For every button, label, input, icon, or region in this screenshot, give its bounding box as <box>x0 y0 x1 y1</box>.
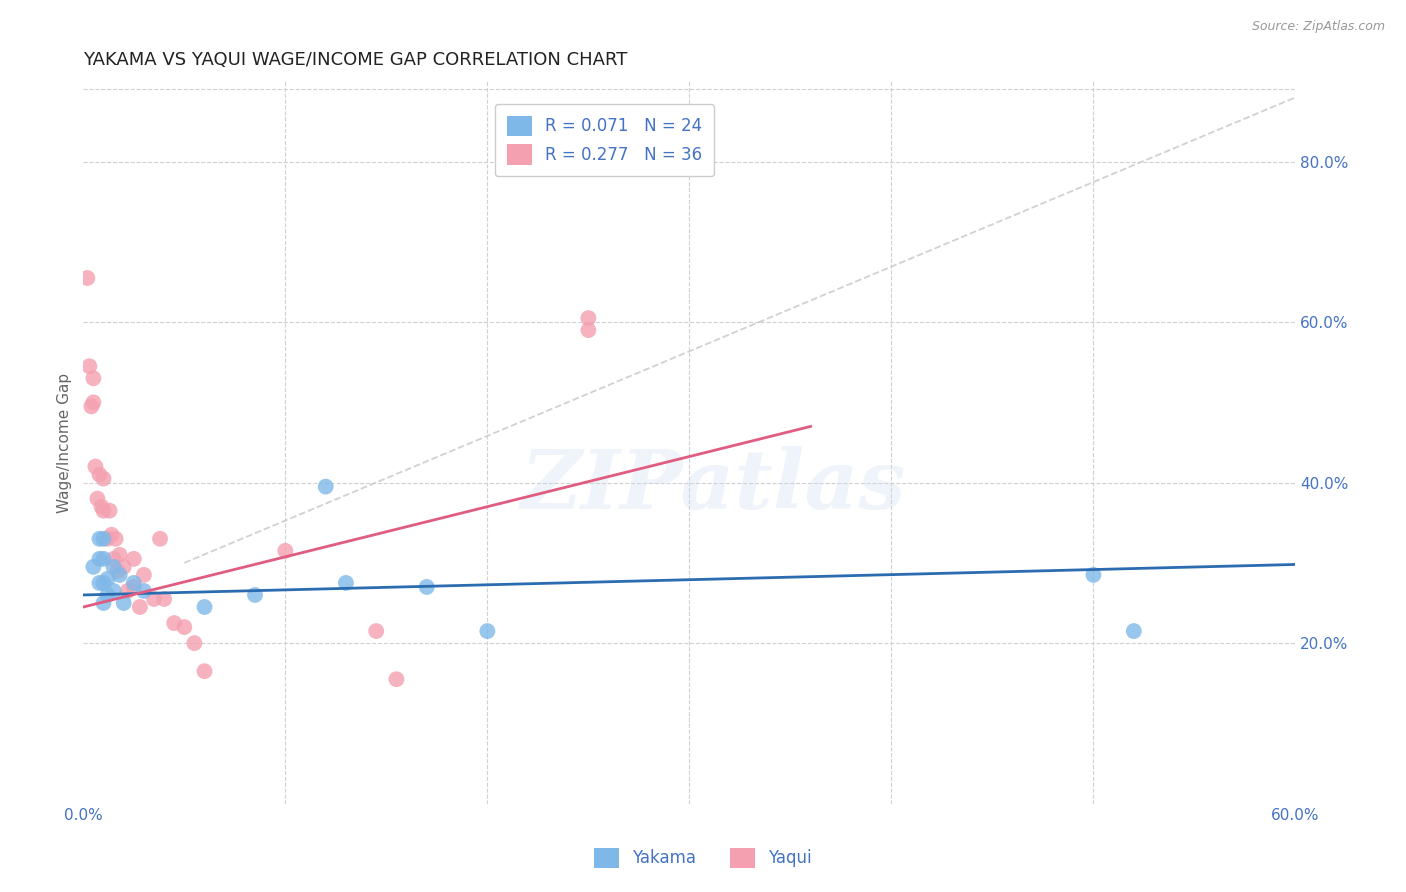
Point <box>76 271 98 285</box>
Point <box>103 560 125 574</box>
Point <box>576 323 599 337</box>
Point <box>335 576 357 591</box>
Point <box>89 576 111 591</box>
Point <box>104 532 127 546</box>
Point <box>93 596 115 610</box>
Legend: R = 0.071   N = 24, R = 0.277   N = 36: R = 0.071 N = 24, R = 0.277 N = 36 <box>495 104 714 177</box>
Point <box>122 576 145 591</box>
Point <box>193 664 215 678</box>
Text: YAKAMA VS YAQUI WAGE/INCOME GAP CORRELATION CHART: YAKAMA VS YAQUI WAGE/INCOME GAP CORRELAT… <box>83 51 627 69</box>
Point <box>79 359 101 374</box>
Point <box>107 564 129 578</box>
Point <box>89 467 111 482</box>
Point <box>93 504 115 518</box>
Point <box>108 568 131 582</box>
Point <box>90 500 112 514</box>
Point <box>117 583 139 598</box>
Point <box>112 596 135 610</box>
Point <box>82 371 104 385</box>
Point <box>1083 568 1105 582</box>
Text: Source: ZipAtlas.com: Source: ZipAtlas.com <box>1251 20 1385 33</box>
Point <box>89 552 111 566</box>
Point <box>103 583 125 598</box>
Point <box>576 311 599 326</box>
Point <box>315 480 337 494</box>
Point <box>143 591 166 606</box>
Point <box>274 544 297 558</box>
Point <box>98 504 121 518</box>
Point <box>86 491 108 506</box>
Point <box>173 620 195 634</box>
Point <box>132 583 155 598</box>
Point <box>163 615 186 630</box>
Text: ZIPatlas: ZIPatlas <box>520 446 907 525</box>
Point <box>416 580 439 594</box>
Point <box>84 459 107 474</box>
Point <box>193 599 215 614</box>
Point <box>96 572 118 586</box>
Point <box>243 588 266 602</box>
Point <box>366 624 388 638</box>
Point <box>149 532 172 546</box>
Point <box>1122 624 1144 638</box>
Point <box>103 552 125 566</box>
Point <box>153 591 176 606</box>
Point <box>122 552 145 566</box>
Legend: Yakama, Yaqui: Yakama, Yaqui <box>588 841 818 875</box>
Point <box>93 552 115 566</box>
Point <box>122 580 145 594</box>
Point <box>93 576 115 591</box>
Point <box>93 532 115 546</box>
Point <box>112 560 135 574</box>
Point <box>96 532 118 546</box>
Point <box>93 472 115 486</box>
Point <box>100 528 122 542</box>
Point <box>108 548 131 562</box>
Point <box>385 672 408 686</box>
Point <box>183 636 205 650</box>
Point <box>82 560 104 574</box>
Point <box>477 624 499 638</box>
Point <box>80 400 103 414</box>
Point <box>96 588 118 602</box>
Point <box>128 599 150 614</box>
Point <box>132 568 155 582</box>
Y-axis label: Wage/Income Gap: Wage/Income Gap <box>58 373 72 513</box>
Point <box>89 532 111 546</box>
Point <box>82 395 104 409</box>
